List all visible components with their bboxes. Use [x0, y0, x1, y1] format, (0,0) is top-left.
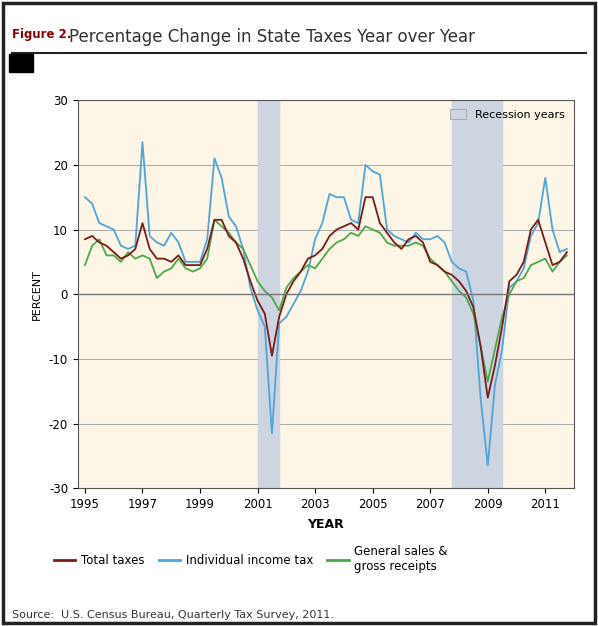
Text: Percentage Change in State Taxes Year over Year: Percentage Change in State Taxes Year ov… [69, 28, 475, 46]
Legend: Recession years: Recession years [447, 106, 569, 123]
Y-axis label: PERCENT: PERCENT [32, 269, 42, 320]
X-axis label: YEAR: YEAR [307, 518, 344, 531]
Text: Source:  U.S. Census Bureau, Quarterly Tax Survey, 2011.: Source: U.S. Census Bureau, Quarterly Ta… [12, 610, 334, 620]
Bar [452, 100, 502, 488]
Legend: Total taxes, Individual income tax, General sales &
gross receipts: Total taxes, Individual income tax, Gene… [54, 545, 448, 573]
Bar [258, 100, 279, 488]
Text: Figure 2.: Figure 2. [12, 28, 71, 41]
